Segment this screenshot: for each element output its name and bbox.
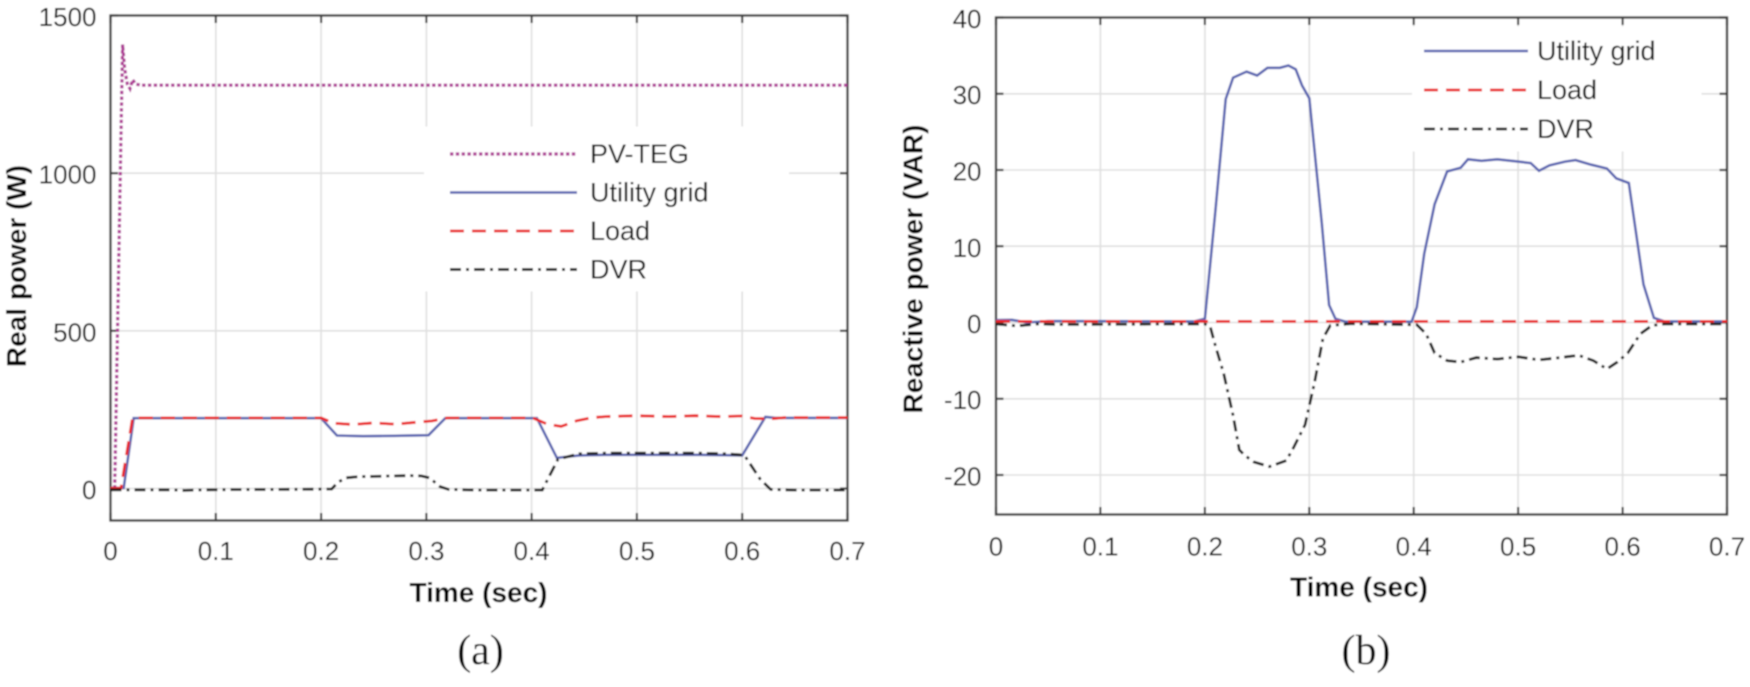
svg-text:DVR: DVR xyxy=(590,255,647,285)
svg-text:PV-TEG: PV-TEG xyxy=(590,139,689,169)
svg-text:(a): (a) xyxy=(457,628,504,674)
svg-text:0.2: 0.2 xyxy=(303,536,339,566)
svg-text:0.4: 0.4 xyxy=(514,536,550,566)
svg-text:0.7: 0.7 xyxy=(829,536,865,566)
svg-text:0.7: 0.7 xyxy=(1709,532,1745,562)
svg-text:(b): (b) xyxy=(1342,628,1391,674)
svg-text:Time (sec): Time (sec) xyxy=(1290,572,1428,603)
svg-text:0: 0 xyxy=(989,532,1003,562)
svg-text:0.1: 0.1 xyxy=(1082,532,1118,562)
svg-text:Reactive power (VAR): Reactive power (VAR) xyxy=(898,125,929,414)
svg-text:20: 20 xyxy=(953,157,982,187)
svg-text:0.5: 0.5 xyxy=(1500,532,1536,562)
svg-text:0: 0 xyxy=(103,536,117,566)
svg-text:0.3: 0.3 xyxy=(408,536,444,566)
svg-text:0.5: 0.5 xyxy=(619,536,655,566)
svg-text:0: 0 xyxy=(82,475,96,505)
svg-text:1500: 1500 xyxy=(39,2,97,32)
svg-text:Utility grid: Utility grid xyxy=(590,178,709,208)
svg-text:0.6: 0.6 xyxy=(724,536,760,566)
svg-text:-10: -10 xyxy=(944,385,982,415)
svg-text:0.4: 0.4 xyxy=(1396,532,1432,562)
svg-text:Real power (W): Real power (W) xyxy=(1,165,32,367)
svg-text:-20: -20 xyxy=(944,462,982,492)
svg-text:Load: Load xyxy=(590,216,650,246)
svg-text:Time (sec): Time (sec) xyxy=(410,577,548,608)
svg-text:1000: 1000 xyxy=(39,160,97,190)
svg-text:0.3: 0.3 xyxy=(1291,532,1327,562)
svg-text:40: 40 xyxy=(953,4,982,34)
svg-text:30: 30 xyxy=(953,80,982,110)
svg-text:0: 0 xyxy=(967,309,981,339)
svg-text:Load: Load xyxy=(1537,75,1597,105)
svg-text:0.6: 0.6 xyxy=(1605,532,1641,562)
svg-text:DVR: DVR xyxy=(1537,114,1594,144)
svg-text:500: 500 xyxy=(53,317,96,347)
svg-text:Utility grid: Utility grid xyxy=(1537,36,1656,66)
svg-text:0.1: 0.1 xyxy=(198,536,234,566)
svg-text:0.2: 0.2 xyxy=(1187,532,1223,562)
svg-text:10: 10 xyxy=(953,233,982,263)
